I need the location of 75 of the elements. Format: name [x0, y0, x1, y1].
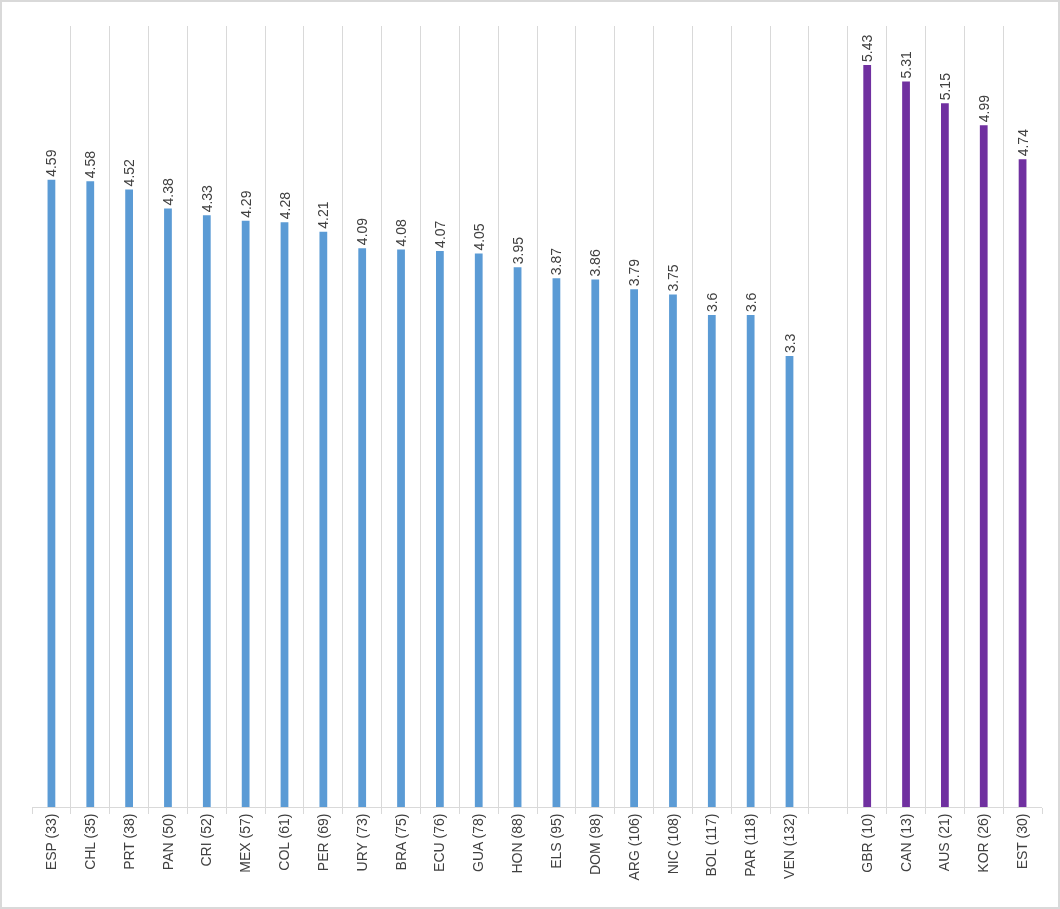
x-tick-label: KOR (26)	[975, 813, 992, 873]
x-tick-label: CAN (13)	[897, 813, 914, 872]
x-tick-label: CRI (52)	[198, 813, 215, 867]
bar	[746, 315, 755, 807]
x-tick-label: ELS (95)	[547, 813, 564, 869]
bar	[630, 289, 638, 807]
x-tick-label: EST (30)	[1014, 813, 1031, 870]
bar	[1018, 159, 1027, 807]
bar	[125, 189, 133, 807]
bar	[902, 81, 910, 807]
bar	[280, 222, 289, 807]
data-label: 4.52	[121, 158, 138, 187]
bar	[319, 231, 328, 807]
data-label: 4.21	[315, 201, 332, 229]
data-label: 4.28	[276, 191, 293, 220]
data-label: 4.38	[159, 178, 176, 206]
x-tick-label: ECU (76)	[431, 813, 448, 872]
data-label: 3.3	[781, 333, 798, 354]
bar	[86, 181, 95, 807]
data-label: 4.08	[393, 219, 410, 247]
x-tick-label: COL (61)	[276, 813, 293, 871]
x-tick-label: PAR (118)	[742, 813, 759, 877]
data-label: 4.59	[43, 149, 60, 177]
x-tick-label: PRT (38)	[120, 813, 137, 870]
x-tick-label: NIC (108)	[664, 813, 681, 875]
bar	[474, 253, 483, 807]
bar	[863, 65, 872, 807]
data-label: 3.87	[548, 247, 565, 276]
x-tick-label: ESP (33)	[42, 813, 59, 871]
bar	[979, 125, 988, 807]
data-label: 4.29	[237, 190, 254, 218]
data-label: 3.95	[509, 236, 526, 265]
x-tick-label: PER (69)	[314, 813, 331, 872]
data-label: 4.05	[470, 223, 487, 251]
data-label: 5.43	[859, 34, 876, 63]
x-tick-label: BOL (117)	[703, 813, 720, 877]
bar	[358, 248, 367, 807]
bar	[397, 249, 405, 807]
bar	[552, 278, 561, 807]
bar	[47, 179, 56, 807]
x-tick-label: GBR (10)	[858, 813, 875, 873]
bar	[669, 294, 677, 807]
data-label: 5.15	[936, 72, 953, 101]
x-tick-label: BRA (75)	[392, 813, 409, 871]
bar	[513, 267, 522, 807]
x-tick-label: HON (88)	[509, 813, 526, 874]
bar	[164, 208, 172, 807]
bar	[202, 215, 211, 807]
data-label: 3.6	[703, 292, 720, 313]
data-label: 3.75	[664, 264, 681, 292]
x-tick-label: AUS (21)	[936, 813, 953, 872]
data-label: 3.86	[587, 249, 604, 277]
bar	[241, 220, 250, 807]
x-tick-label: DOM (98)	[586, 813, 603, 876]
bar	[941, 103, 949, 807]
data-label: 4.33	[198, 184, 215, 213]
data-label: 4.99	[975, 94, 992, 123]
data-label: 4.58	[82, 150, 99, 179]
data-label: 5.31	[898, 50, 915, 79]
bar	[707, 315, 716, 807]
data-label: 3.6	[742, 292, 759, 313]
bar	[591, 279, 600, 807]
x-tick-label: ARG (106)	[625, 813, 642, 881]
x-tick-label: VEN (132)	[781, 813, 798, 879]
x-tick-label: CHL (35)	[81, 813, 98, 870]
data-label: 4.07	[431, 220, 448, 248]
x-tick-label: GUA (78)	[470, 813, 487, 872]
x-tick-label: MEX (57)	[237, 813, 254, 873]
data-label: 3.79	[626, 258, 643, 287]
x-tick-label: PAN (50)	[159, 813, 176, 871]
bar	[785, 356, 794, 807]
data-label: 4.74	[1014, 128, 1031, 157]
data-label: 4.09	[354, 217, 371, 246]
x-tick-label: URY (73)	[353, 813, 370, 872]
bar	[436, 250, 444, 807]
